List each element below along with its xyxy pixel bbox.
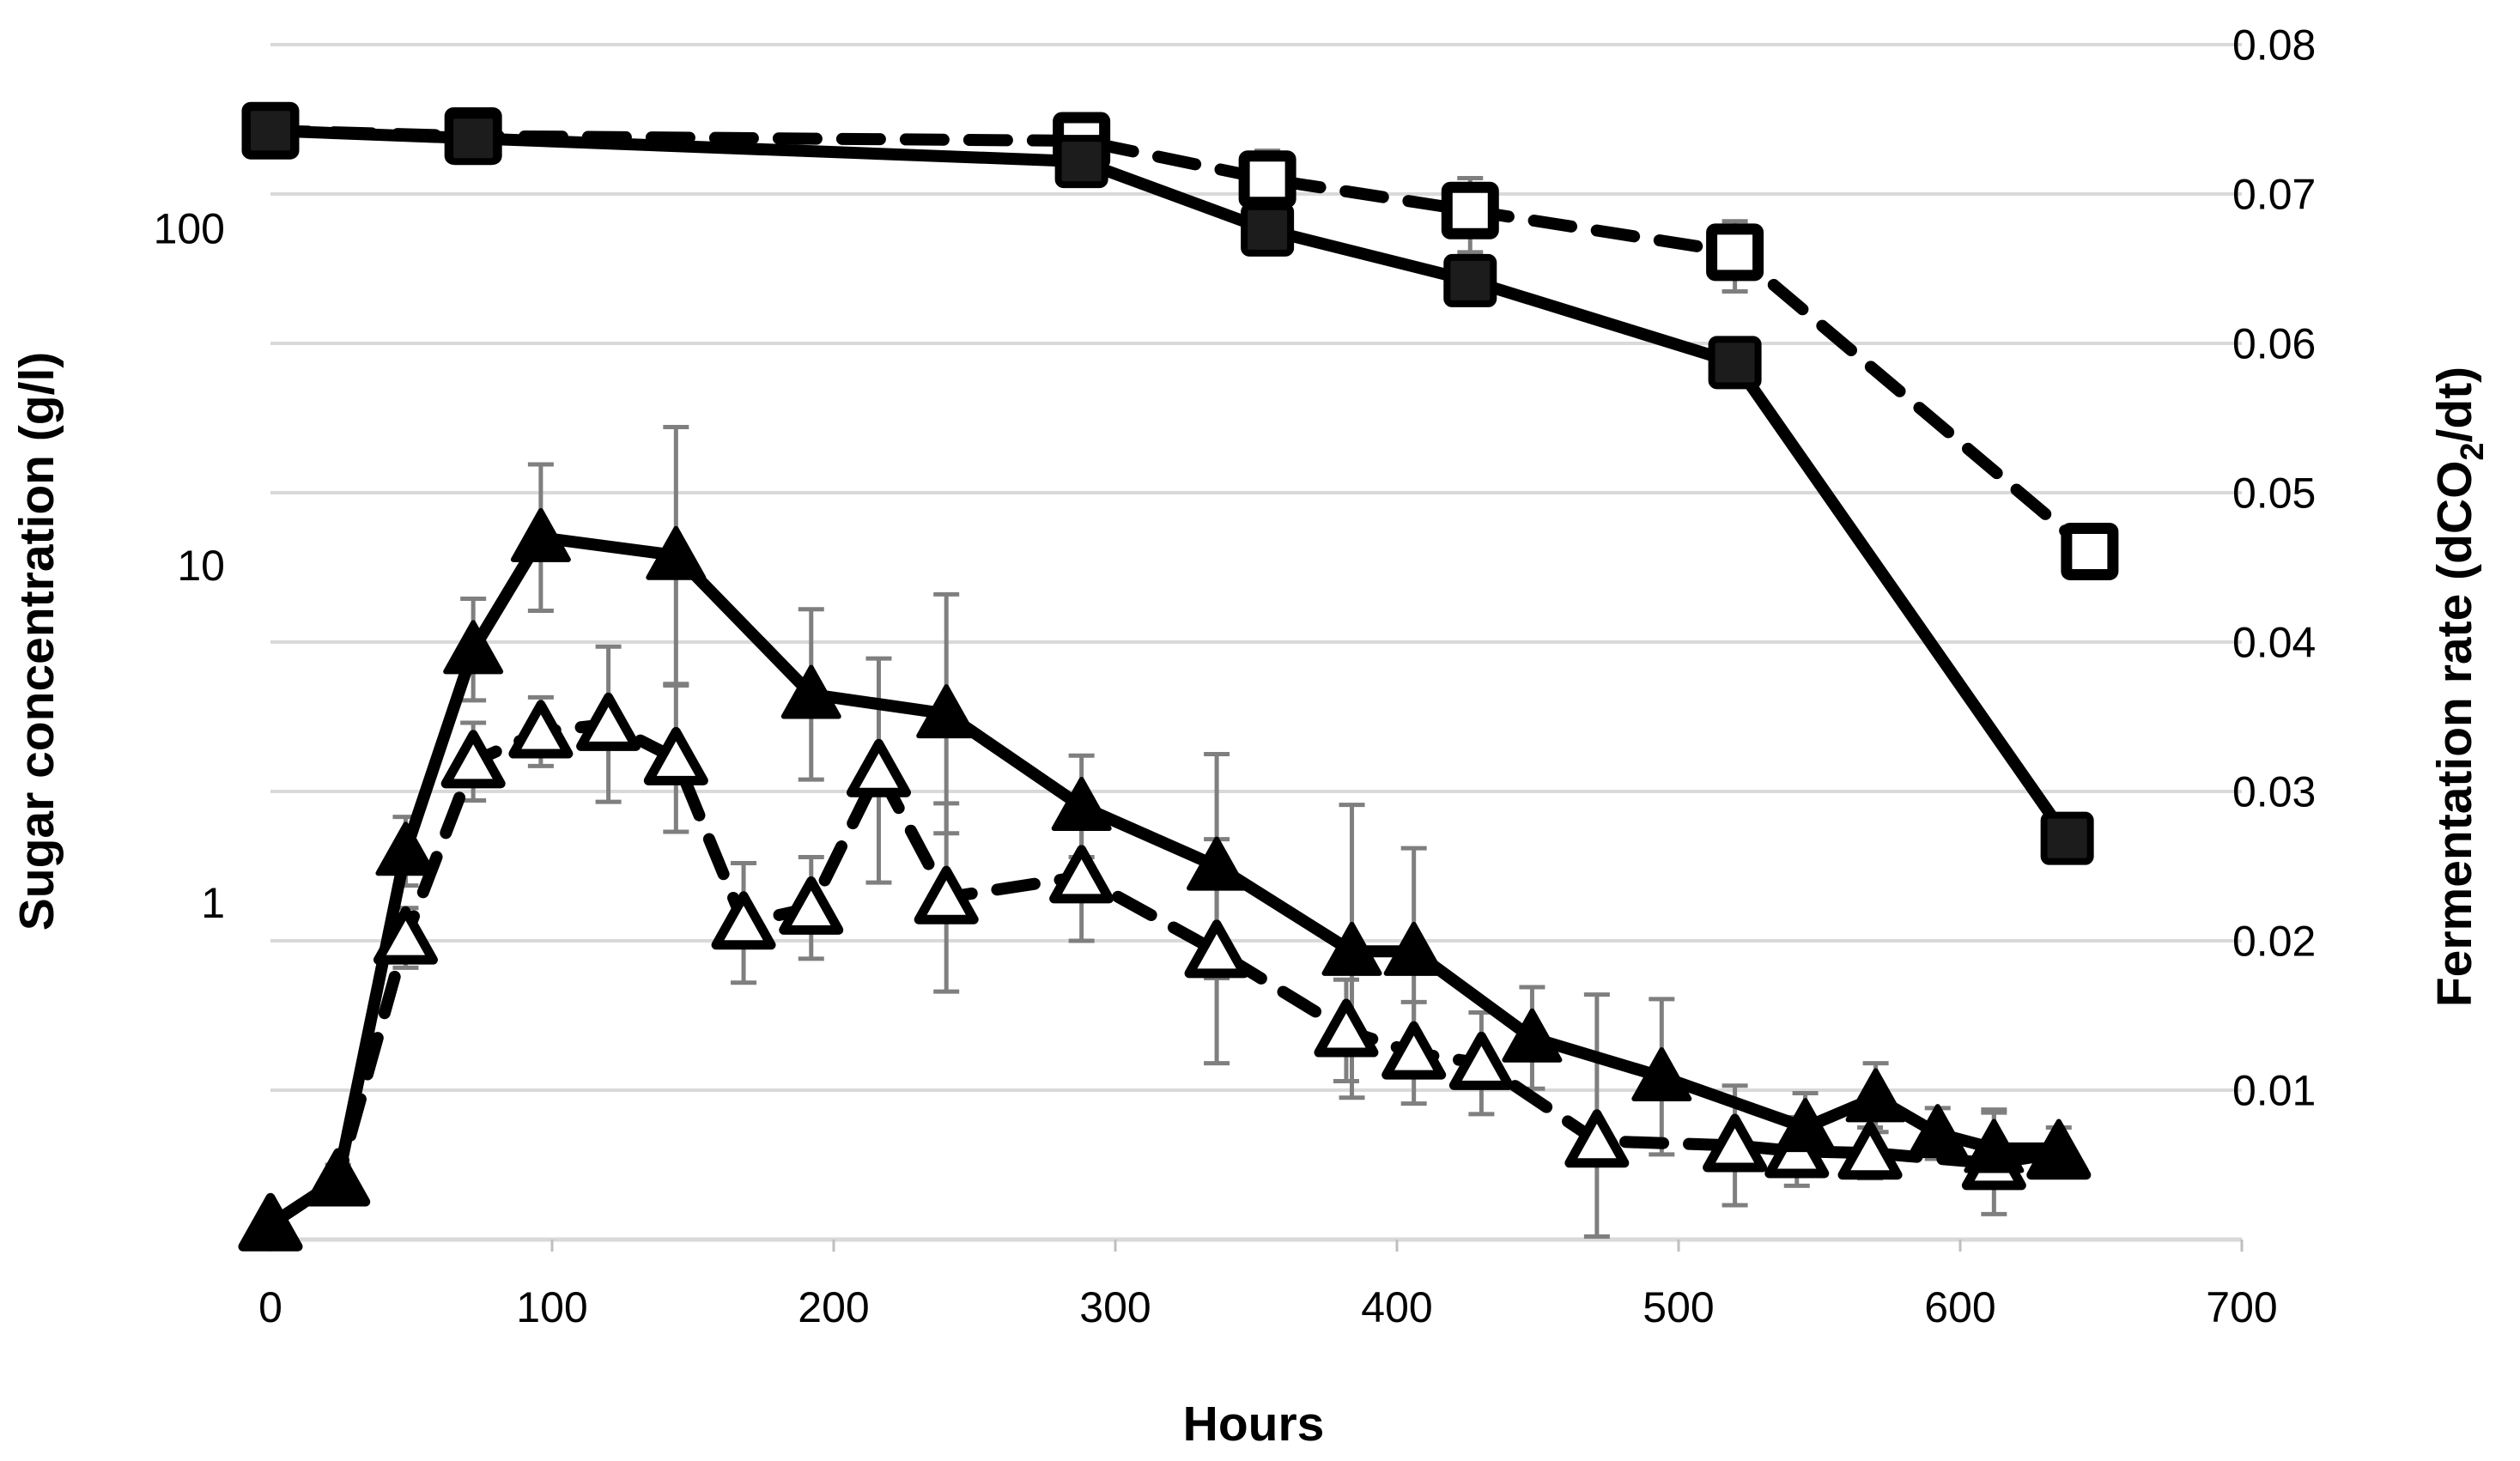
x-axis-tick-label: 0 bbox=[258, 1283, 282, 1331]
y-right-tick-label: 0.02 bbox=[2232, 918, 2316, 966]
marker-triangle-filled bbox=[307, 1150, 368, 1205]
marker-triangle-filled bbox=[240, 1195, 301, 1250]
marker-square-filled bbox=[1443, 253, 1497, 307]
marker-triangle-filled bbox=[2028, 1118, 2089, 1173]
series-line-dashed bbox=[264, 718, 2065, 1231]
marker-triangle-filled bbox=[916, 684, 977, 739]
x-axis-tick-label: 100 bbox=[516, 1283, 587, 1331]
marker-triangle-filled bbox=[375, 821, 436, 876]
marker-triangle-open bbox=[1314, 998, 1379, 1058]
x-axis-tick-label: 400 bbox=[1361, 1283, 1432, 1331]
y-left-axis-title: Sugar concentration (g/l) bbox=[9, 352, 64, 931]
marker-triangle-filled bbox=[1845, 1068, 1906, 1123]
marker-triangle-filled bbox=[510, 507, 571, 562]
y-right-tick-label: 0.06 bbox=[2232, 320, 2316, 368]
marker-triangle-filled bbox=[443, 620, 504, 675]
x-axis-tick-label: 700 bbox=[2206, 1283, 2277, 1331]
y-right-tick-label: 0.07 bbox=[2232, 171, 2316, 219]
marker-triangle-open bbox=[1564, 1109, 1630, 1168]
marker-triangle-filled bbox=[1321, 921, 1382, 976]
x-axis-tick-label: 500 bbox=[1643, 1283, 1714, 1331]
x-axis-title: Hours bbox=[1183, 1397, 1325, 1452]
marker-square-open bbox=[1441, 181, 1499, 239]
marker-square-filled bbox=[1054, 135, 1108, 189]
marker-triangle-filled bbox=[1383, 921, 1444, 976]
y-left-tick-label: 1 bbox=[201, 879, 225, 927]
marker-square-filled bbox=[1708, 336, 1762, 390]
marker-triangle-filled bbox=[646, 525, 707, 580]
marker-triangle-filled bbox=[780, 664, 841, 719]
marker-square-open bbox=[2061, 522, 2119, 580]
marker-square-filled bbox=[1241, 203, 1295, 257]
y-right-tick-label: 0.08 bbox=[2232, 21, 2316, 70]
marker-triangle-open bbox=[846, 738, 911, 797]
marker-triangle-filled bbox=[1907, 1104, 1968, 1159]
marker-triangle-open bbox=[1381, 1021, 1447, 1080]
marker-triangle-open bbox=[508, 700, 574, 759]
marker-triangle-open bbox=[1049, 845, 1114, 904]
marker-triangle-open bbox=[373, 906, 438, 965]
y-right-tick-label: 0.01 bbox=[2232, 1067, 2316, 1115]
x-axis-tick-label: 300 bbox=[1079, 1283, 1151, 1331]
marker-square-open bbox=[1706, 223, 1764, 282]
marker-triangle-open bbox=[1703, 1113, 1768, 1173]
marker-triangle-open bbox=[576, 692, 641, 751]
y-right-axis-title: Fermentation rate (dCO2/dt) bbox=[2427, 367, 2491, 1007]
marker-triangle-open bbox=[1448, 1031, 1514, 1090]
marker-triangle-open bbox=[1184, 919, 1249, 979]
marker-square-filled bbox=[244, 104, 297, 158]
marker-triangle-filled bbox=[1775, 1098, 1836, 1153]
marker-triangle-open bbox=[440, 730, 506, 789]
marker-triangle-open bbox=[643, 726, 708, 785]
marker-square-filled bbox=[446, 112, 501, 166]
marker-square-open bbox=[1238, 150, 1296, 209]
y-right-tick-label: 0.04 bbox=[2232, 619, 2316, 667]
x-axis-tick-label: 200 bbox=[798, 1283, 869, 1331]
marker-triangle-open bbox=[914, 865, 979, 924]
marker-triangle-open bbox=[711, 891, 776, 950]
marker-triangle-open bbox=[779, 876, 844, 935]
x-axis-tick-label: 600 bbox=[1924, 1283, 1995, 1331]
y-right-tick-label: 0.03 bbox=[2232, 768, 2316, 816]
marker-square-filled bbox=[2040, 811, 2094, 865]
marker-triangle-filled bbox=[1187, 836, 1248, 891]
marker-triangle-filled bbox=[1051, 777, 1112, 832]
marker-triangle-filled bbox=[1631, 1046, 1692, 1101]
marker-triangle-filled bbox=[1502, 1008, 1563, 1063]
y-right-tick-label: 0.05 bbox=[2232, 470, 2316, 518]
marker-triangle-open bbox=[1837, 1121, 1903, 1180]
y-left-tick-label: 10 bbox=[177, 542, 225, 590]
y-left-tick-label: 100 bbox=[154, 205, 225, 253]
marker-triangle-filled bbox=[1964, 1118, 2025, 1173]
